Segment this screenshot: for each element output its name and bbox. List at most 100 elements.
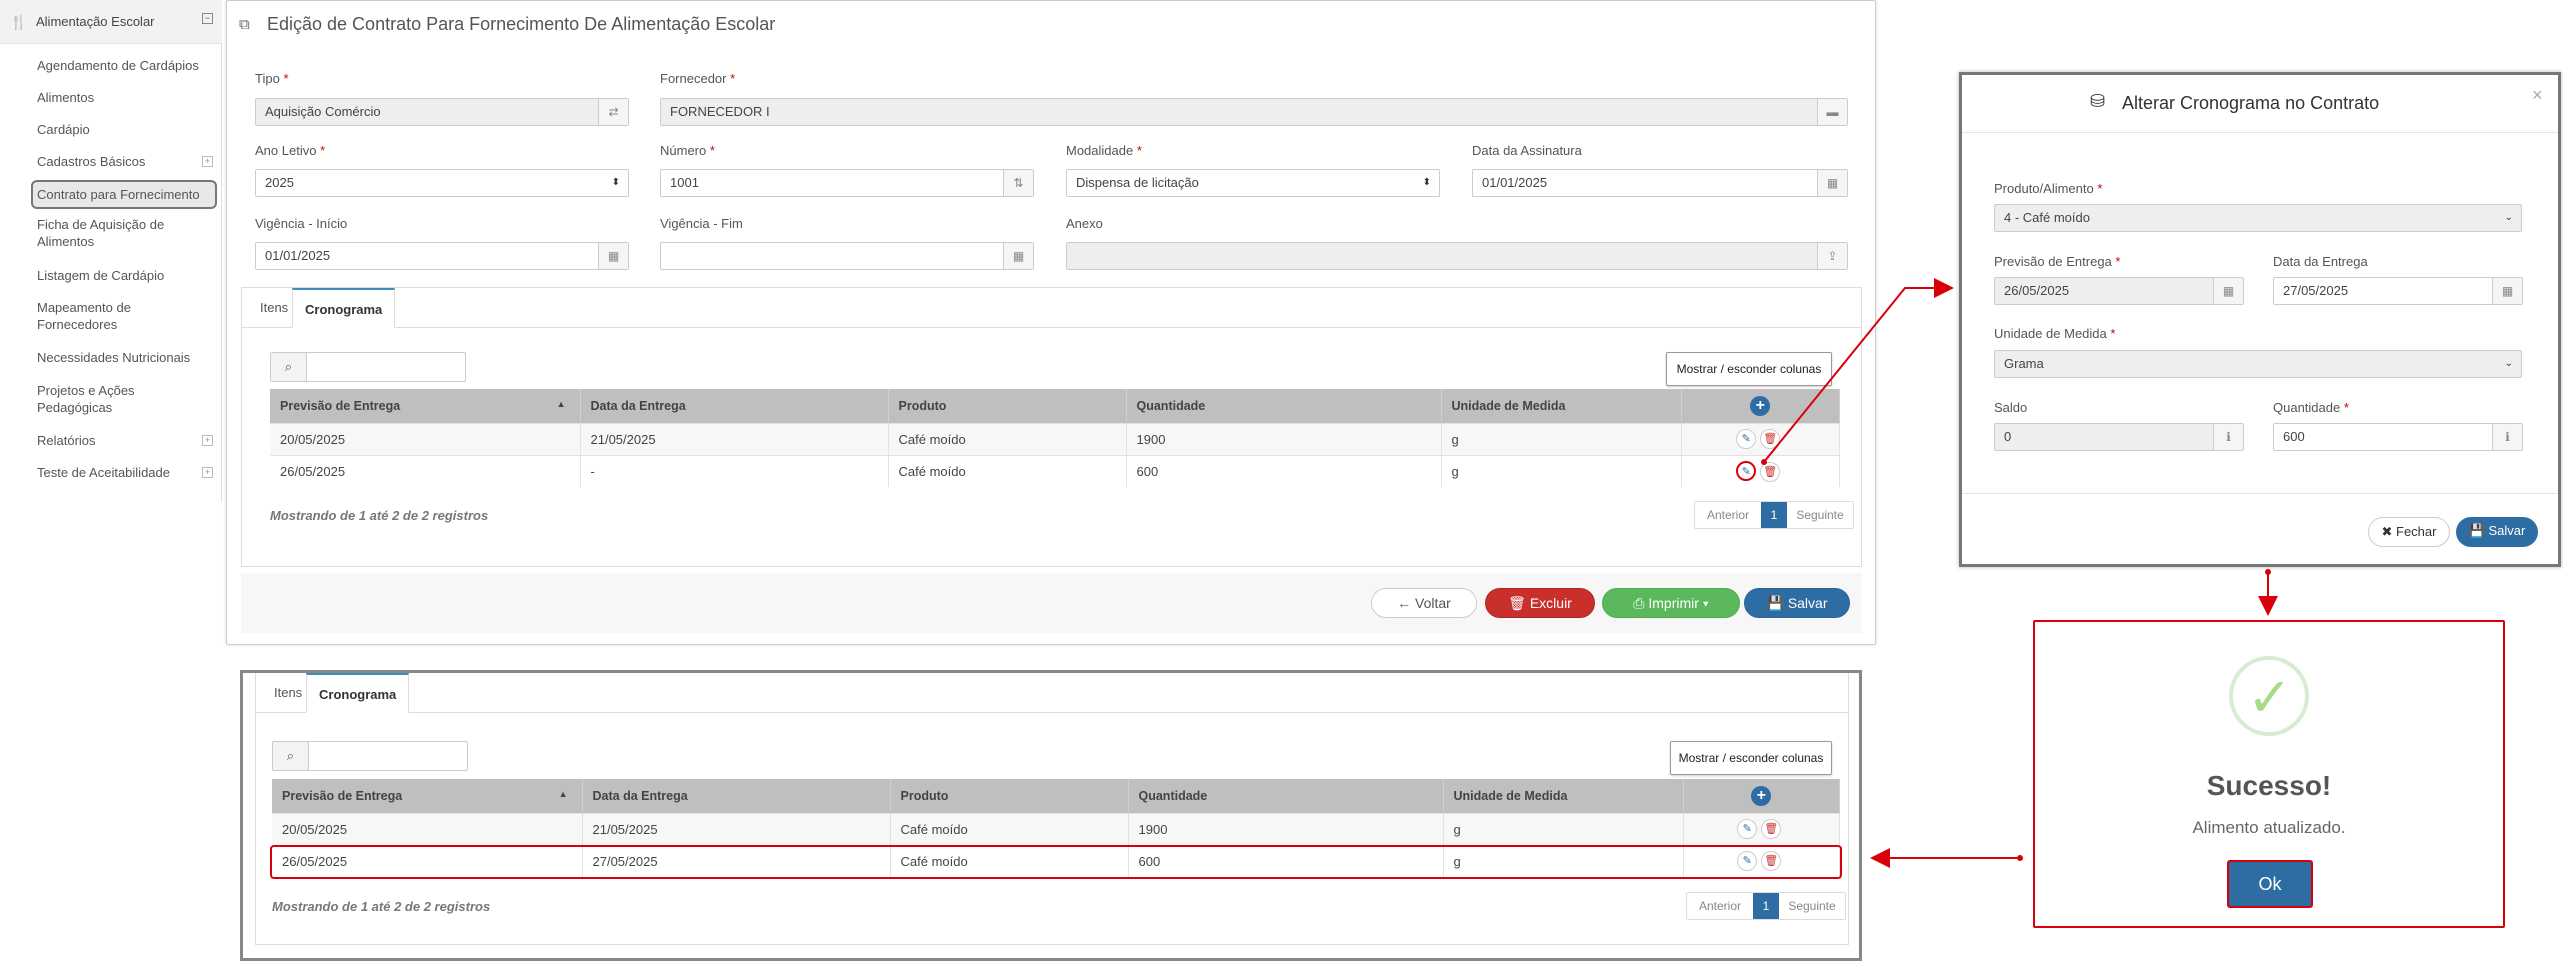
prev-page[interactable]: Anterior <box>1698 899 1742 913</box>
col-data-entrega[interactable]: Data da Entrega <box>582 779 891 813</box>
sidebar-item-teste[interactable]: Teste de Aceitabilidade + <box>0 464 222 481</box>
modal-divider <box>1962 493 2558 494</box>
anexo-field[interactable]: ⇪ <box>1066 242 1848 270</box>
assinatura-value: 01/01/2025 <box>1482 175 1548 190</box>
col-previsao[interactable]: Previsão de Entrega ▲ <box>272 779 583 813</box>
quantidade-field[interactable]: 600 ℹ <box>2273 423 2523 451</box>
sidebar-item-projetos[interactable]: Projetos e Ações Pedagógicas <box>0 382 222 418</box>
col-produto[interactable]: Produto <box>888 389 1127 423</box>
previsao-field[interactable]: 26/05/2025 ▦ <box>1994 277 2244 305</box>
expand-icon[interactable]: + <box>202 467 213 478</box>
assinatura-label: Data da Assinatura <box>1472 143 1582 158</box>
sidebar-item-ficha[interactable]: Ficha de Aquisição de Alimentos <box>0 216 222 252</box>
col-quantidade[interactable]: Quantidade <box>1126 389 1442 423</box>
tab-itens[interactable]: Itens <box>274 685 303 700</box>
current-page[interactable]: 1 <box>1761 502 1787 528</box>
row-actions: ✎ 🗑 <box>1683 844 1840 877</box>
save-button[interactable]: 💾 Salvar <box>1744 588 1850 618</box>
expand-icon[interactable]: + <box>202 435 213 446</box>
col-quantidade[interactable]: Quantidade <box>1128 779 1444 813</box>
copy-icon: ⧉ <box>239 16 250 33</box>
edit-icon[interactable]: ✎ <box>1737 819 1758 839</box>
sidebar-item-alimentos[interactable]: Alimentos <box>0 89 222 106</box>
col-data-entrega[interactable]: Data da Entrega <box>580 389 889 423</box>
toggle-columns-button[interactable]: Mostrar / esconder colunas <box>1670 741 1832 775</box>
sidebar-header[interactable]: 🍴 Alimentação Escolar − <box>0 0 222 44</box>
cell: 20/05/2025 <box>270 422 581 455</box>
vig-fim-field[interactable]: ▦ <box>660 242 1034 270</box>
trash-icon[interactable]: 🗑 <box>1760 429 1781 449</box>
arrow-dot <box>1761 459 1767 465</box>
calendar-icon[interactable]: ▦ <box>2492 278 2522 304</box>
fornecedor-field[interactable]: FORNECEDOR I ▬ <box>660 98 1848 126</box>
tab-cronograma[interactable]: Cronograma <box>292 288 396 328</box>
ano-select[interactable]: 2025 ⬍ <box>255 169 629 197</box>
next-page[interactable]: Seguinte <box>1788 899 1836 913</box>
cell: g <box>1441 422 1682 455</box>
sidebar-item-cardapio[interactable]: Cardápio <box>0 121 222 138</box>
current-page[interactable]: 1 <box>1753 893 1779 919</box>
calendar-icon[interactable]: ▦ <box>598 243 628 269</box>
upload-icon[interactable]: ⇪ <box>1817 243 1847 269</box>
unidade-select[interactable]: Grama ⌄ <box>1994 350 2522 378</box>
sidebar-item-mapeamento[interactable]: Mapeamento de Fornecedores <box>0 299 222 335</box>
numero-field[interactable]: 1001 ⇅ <box>660 169 1034 197</box>
modal-save-button[interactable]: 💾 Salvar <box>2456 517 2538 547</box>
calendar-icon[interactable]: ▦ <box>1817 170 1847 196</box>
tab-itens[interactable]: Itens <box>260 300 289 315</box>
edit-icon[interactable]: ✎ <box>1737 851 1758 872</box>
delete-button[interactable]: 🗑 Excluir <box>1485 588 1595 618</box>
assinatura-field[interactable]: 01/01/2025 ▦ <box>1472 169 1848 197</box>
col-previsao[interactable]: Previsão de Entrega ▲ <box>270 389 581 423</box>
trash-icon[interactable]: 🗑 <box>1761 819 1782 839</box>
trash-icon[interactable]: 🗑 <box>1760 461 1781 482</box>
tipo-field[interactable]: Aquisição Comércio ⇄ <box>255 98 629 126</box>
sidebar-item-necessidades[interactable]: Necessidades Nutricionais <box>0 349 222 366</box>
swap-icon[interactable]: ⇄ <box>598 99 628 125</box>
sidebar-item-label: Listagem de Cardápio <box>37 268 165 283</box>
cell: Café moído <box>890 812 1129 845</box>
calendar-icon[interactable]: ▦ <box>1003 243 1033 269</box>
toggle-columns-button[interactable]: Mostrar / esconder colunas <box>1666 352 1832 386</box>
sidebar-item-listagem[interactable]: Listagem de Cardápio <box>0 267 222 284</box>
collapse-icon[interactable]: − <box>202 13 213 24</box>
tab-cronograma[interactable]: Cronograma <box>306 673 410 713</box>
search-box[interactable]: ⌕ <box>270 352 466 382</box>
back-button[interactable]: ← Voltar <box>1371 588 1477 618</box>
data-entrega-field[interactable]: 27/05/2025 ▦ <box>2273 277 2523 305</box>
modalidade-select[interactable]: Dispensa de licitação ⬍ <box>1066 169 1440 197</box>
sidebar-item-agendamento[interactable]: Agendamento de Cardápios <box>0 57 222 74</box>
trash-icon[interactable]: 🗑 <box>1761 851 1782 872</box>
fork-knife-icon: 🍴 <box>10 14 28 30</box>
col-produto[interactable]: Produto <box>890 779 1129 813</box>
sort-asc-icon: ▲ <box>556 398 566 409</box>
close-button[interactable]: ✖ Fechar <box>2368 517 2450 547</box>
sidebar-item-cadastros[interactable]: Cadastros Básicos + <box>0 153 222 170</box>
calendar-icon[interactable]: ▦ <box>2213 278 2243 304</box>
vig-inicio-field[interactable]: 01/01/2025 ▦ <box>255 242 629 270</box>
search-box[interactable]: ⌕ <box>272 741 468 771</box>
updated-row-highlight <box>270 845 1842 879</box>
sidebar-item-label: Projetos e Ações Pedagógicas <box>37 383 135 415</box>
edit-icon[interactable]: ✎ <box>1736 460 1757 481</box>
page-title: Edição de Contrato Para Fornecimento De … <box>267 14 776 34</box>
sidebar-item-contrato[interactable]: Contrato para Fornecimento <box>31 180 217 209</box>
truck-icon[interactable]: ▬ <box>1817 99 1847 125</box>
ok-button[interactable]: Ok <box>2227 860 2313 908</box>
next-page[interactable]: Seguinte <box>1796 508 1844 522</box>
prev-page[interactable]: Anterior <box>1706 508 1750 522</box>
add-icon[interactable]: + <box>1751 785 1772 806</box>
add-icon[interactable]: + <box>1750 395 1771 416</box>
col-unidade[interactable]: Unidade de Medida <box>1441 389 1682 423</box>
cell: - <box>580 454 889 487</box>
close-icon[interactable]: × <box>2532 85 2543 105</box>
produto-select[interactable]: 4 - Café moído ⌄ <box>1994 204 2522 232</box>
sidebar-item-relatorios[interactable]: Relatórios + <box>0 432 222 449</box>
col-unidade[interactable]: Unidade de Medida <box>1443 779 1684 813</box>
edit-icon[interactable]: ✎ <box>1736 429 1757 449</box>
sort-numeric-icon[interactable]: ⇅ <box>1003 170 1033 196</box>
modal-header: ⛁ Alterar Cronograma no Contrato × <box>1962 75 2558 133</box>
expand-icon[interactable]: + <box>202 156 213 167</box>
print-button[interactable]: ⎙ Imprimir ▾ <box>1602 588 1740 618</box>
